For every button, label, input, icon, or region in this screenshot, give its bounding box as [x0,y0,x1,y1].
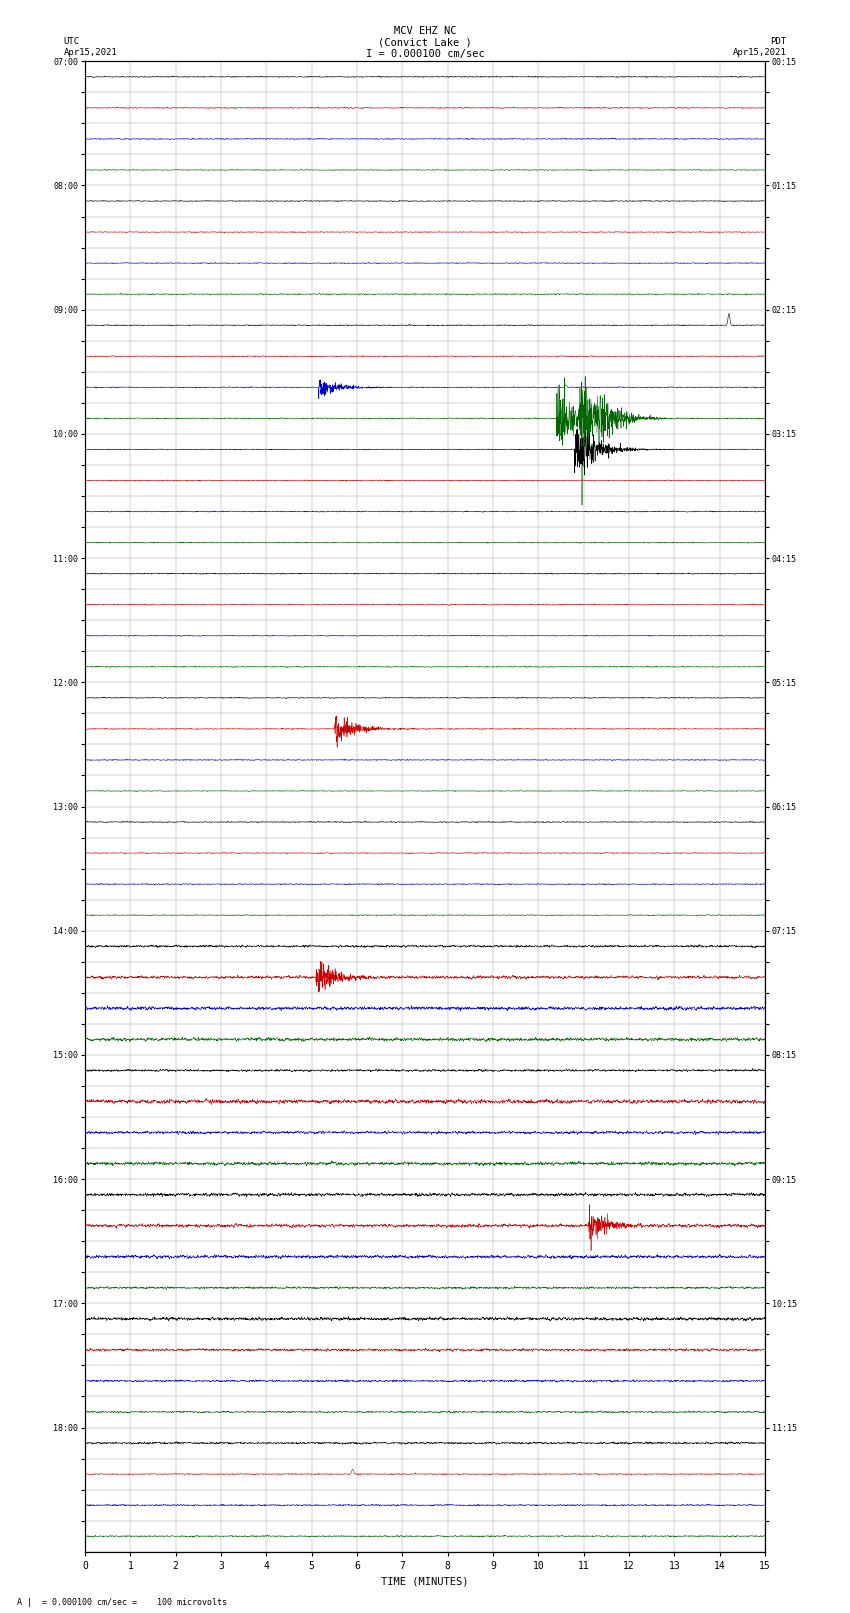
Text: PDT: PDT [770,37,786,47]
Text: A |  = 0.000100 cm/sec =    100 microvolts: A | = 0.000100 cm/sec = 100 microvolts [17,1597,227,1607]
X-axis label: TIME (MINUTES): TIME (MINUTES) [382,1576,468,1586]
Text: Apr15,2021: Apr15,2021 [64,48,117,58]
Text: UTC: UTC [64,37,80,47]
Title: MCV EHZ NC
(Convict Lake )
I = 0.000100 cm/sec: MCV EHZ NC (Convict Lake ) I = 0.000100 … [366,26,484,60]
Text: Apr15,2021: Apr15,2021 [733,48,786,58]
